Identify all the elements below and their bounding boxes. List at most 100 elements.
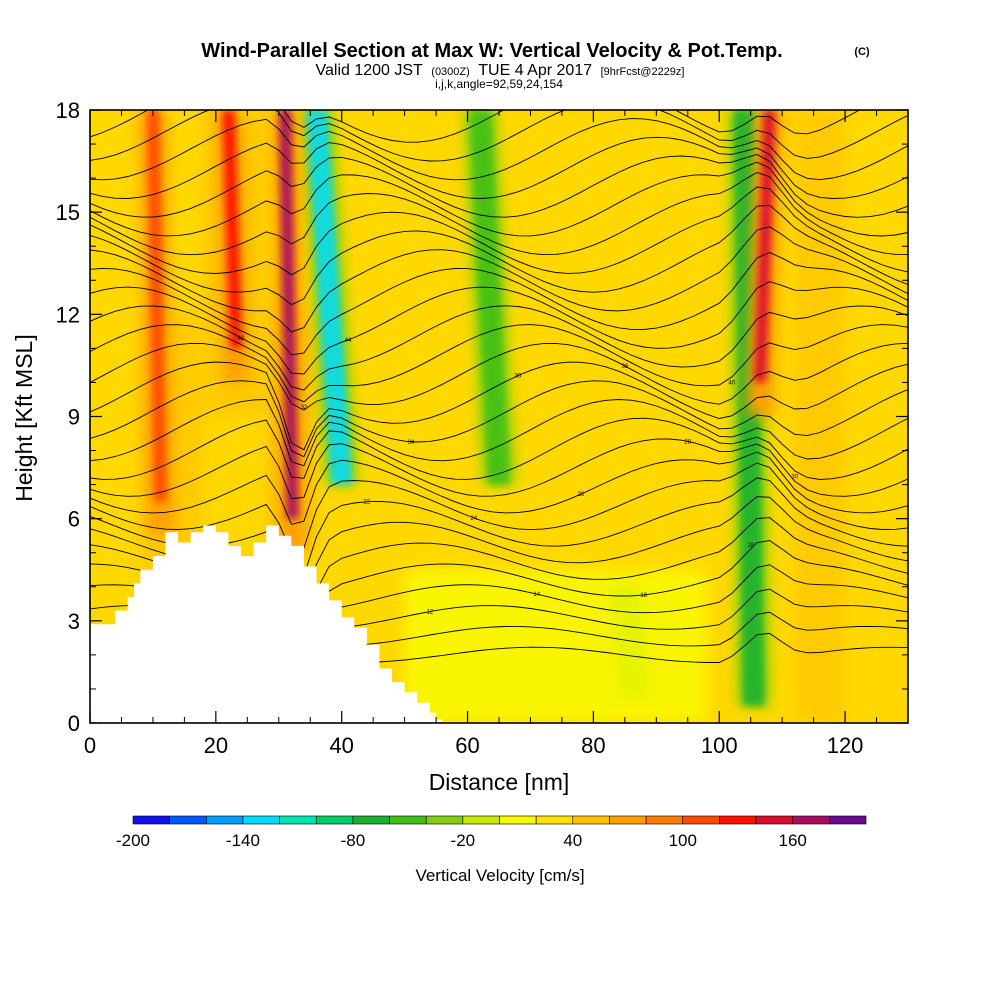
theta-contour-label: 38 — [622, 364, 629, 370]
theta-contour-label: 26 — [577, 492, 584, 498]
theta-contour-label: 24 — [470, 516, 477, 522]
colorbar-swatch — [206, 815, 244, 825]
colorbar-swatch — [682, 815, 720, 825]
y-tick-label: 18 — [56, 98, 80, 123]
theta-contour — [90, 361, 908, 451]
theta-contour — [90, 118, 908, 181]
x-axis: 0 20 40 60 80 100 120 — [84, 110, 878, 758]
y-tick-label: 9 — [68, 405, 80, 430]
colorbar-swatch — [425, 815, 464, 825]
theta-contour-label: 30 — [791, 475, 798, 481]
downdraft-band — [300, 110, 358, 485]
colorbar-tick-label: -200 — [116, 831, 150, 850]
plot-area: 8101214161820222426283032343638404244 — [90, 110, 908, 723]
colorbar-swatch — [829, 815, 867, 825]
colorbar-swatch — [609, 815, 647, 825]
colorbar-swatch — [755, 815, 793, 825]
chart-title: Wind-Parallel Section at Max W: Vertical… — [201, 40, 782, 62]
chart-params: i,j,k,angle=92,59,24,154 — [435, 77, 563, 91]
theta-contour — [90, 399, 908, 467]
theta-contour — [90, 161, 908, 237]
colorbar-swatch — [352, 815, 390, 825]
x-tick-label: 60 — [455, 733, 479, 758]
colorbar-label: Vertical Velocity [cm/s] — [415, 866, 584, 885]
colorbar-tick-label: -80 — [341, 831, 366, 850]
colorbar-swatch — [169, 815, 207, 825]
theta-contour — [90, 154, 908, 218]
theta-contour — [90, 324, 908, 403]
colorbar-swatch — [572, 815, 610, 825]
theta-contour-label: 42 — [238, 336, 245, 342]
subtitle-utc: (0300Z) — [431, 66, 470, 78]
theta-contour — [90, 462, 908, 553]
x-tick-label: 120 — [827, 733, 864, 758]
subtitle-prefix: Valid 1200 JST — [316, 62, 424, 79]
theta-contour-label: 14 — [533, 592, 540, 598]
updraft-center — [278, 110, 299, 519]
colorbar-swatch — [389, 815, 427, 825]
y-tick-label: 15 — [56, 200, 80, 225]
theta-contour — [90, 172, 908, 256]
y-tick-label: 0 — [68, 711, 80, 736]
terrain-mask — [90, 525, 443, 723]
subtitle-forecast: [9hrFcst@2229z] — [601, 66, 685, 78]
colorbar-swatch — [719, 815, 757, 825]
theta-contour-label: 32 — [301, 405, 308, 411]
chart-title-mark: (C) — [854, 46, 870, 58]
theta-contour — [90, 380, 908, 458]
theta-contour-label: 16 — [640, 593, 647, 599]
updraft-center — [222, 110, 243, 349]
colorbar: -200 -140 -80 -20 40 100 160 — [116, 815, 867, 850]
theta-contour-label: 44 — [345, 338, 352, 344]
x-tick-label: 100 — [701, 733, 738, 758]
x-tick-label: 20 — [204, 733, 228, 758]
downdraft-core — [469, 110, 510, 485]
colorbar-swatch — [645, 815, 684, 825]
colorbar-swatch — [242, 815, 280, 825]
colorbar-swatch — [132, 815, 170, 825]
colorbar-swatch — [792, 815, 830, 825]
theta-contour — [90, 305, 908, 391]
x-axis-label: Distance [nm] — [429, 769, 570, 795]
theta-contour — [90, 186, 908, 276]
x-tick-label: 40 — [329, 733, 353, 758]
theta-contour-label: 28 — [684, 439, 691, 445]
colorbar-swatch — [462, 815, 500, 825]
theta-contour-label: 12 — [426, 610, 433, 616]
theta-contour — [90, 252, 908, 356]
theta-contour-label: 36 — [515, 374, 522, 380]
theta-contour — [90, 342, 908, 411]
x-tick-label: 0 — [84, 733, 96, 758]
theta-contour-label: 34 — [408, 440, 415, 446]
theta-contour — [90, 204, 908, 306]
y-axis-label: Height [Kft MSL] — [11, 334, 37, 501]
chart-subtitle: Valid 1200 JST (0300Z) TUE 4 Apr 2017 [9… — [316, 62, 685, 79]
y-tick-label: 3 — [68, 609, 80, 634]
theta-contour — [90, 136, 908, 199]
colorbar-swatch — [499, 815, 537, 825]
colorbar-tick-label: 40 — [563, 831, 582, 850]
theta-contour — [90, 417, 908, 480]
theta-contour — [90, 281, 908, 375]
theta-contours: 8101214161820222426283032343638404244 — [90, 110, 908, 719]
theta-contour-label: 18 — [747, 543, 754, 549]
theta-contour-label: 40 — [728, 381, 735, 387]
colorbar-swatch — [315, 815, 354, 825]
subtitle-date: TUE 4 Apr 2017 — [478, 62, 592, 79]
y-tick-label: 12 — [56, 302, 80, 327]
colorbar-swatch — [279, 815, 317, 825]
soft-updraft-patch — [794, 110, 846, 723]
colorbar-tick-label: -140 — [226, 831, 260, 850]
colorbar-swatch — [535, 815, 574, 825]
updraft-core — [271, 110, 307, 553]
theta-contour — [90, 110, 908, 162]
downdraft-core — [305, 110, 353, 485]
x-tick-label: 80 — [581, 733, 605, 758]
colorbar-tick-label: -20 — [451, 831, 476, 850]
y-tick-label: 6 — [68, 507, 80, 532]
colorbar-tick-label: 160 — [779, 831, 807, 850]
theta-contour — [90, 438, 908, 500]
downdraft-band — [464, 110, 515, 485]
